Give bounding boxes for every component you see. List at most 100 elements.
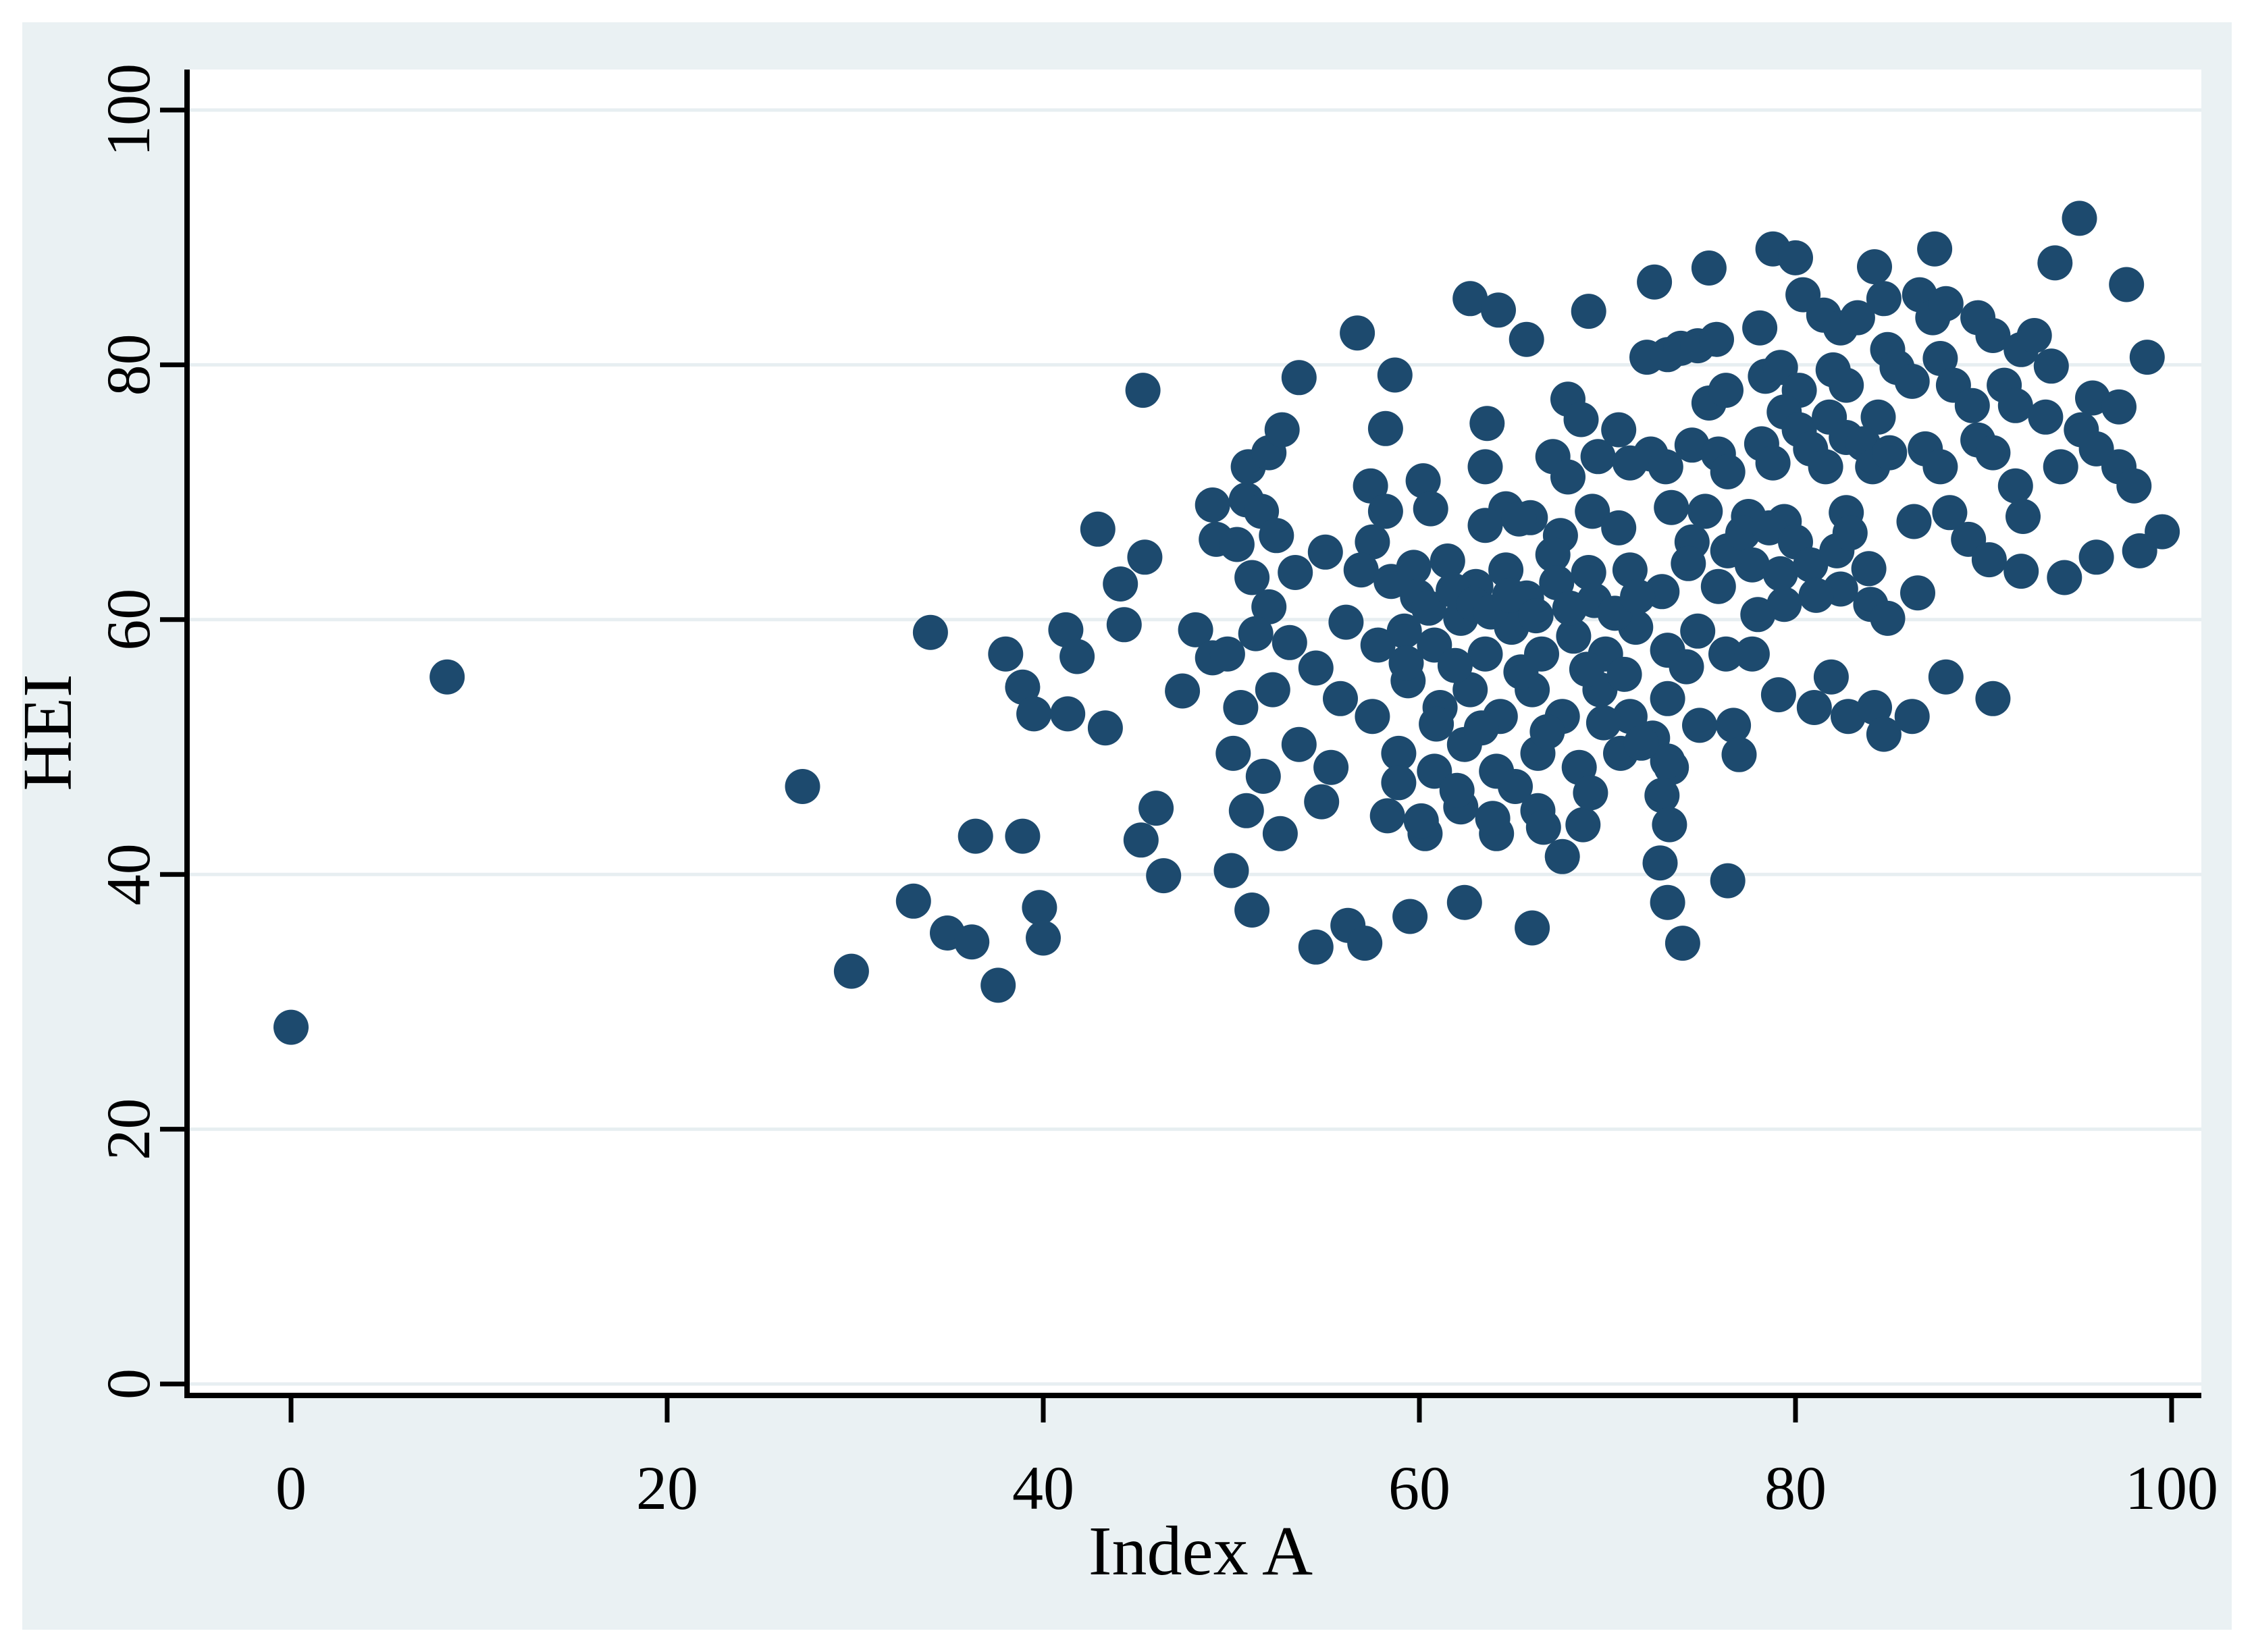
y-tick-label: 60 [94, 589, 163, 651]
y-axis-ticks: 0 20 40 60 80 100 [94, 63, 187, 1400]
data-point [1671, 545, 1706, 581]
data-point [1669, 649, 1704, 685]
y-axis-title: HEI [9, 674, 86, 791]
data-point [1215, 735, 1251, 771]
data-point [273, 1009, 309, 1045]
data-point [1367, 410, 1403, 446]
data-point [1343, 552, 1379, 588]
data-point [1178, 612, 1213, 647]
x-axis-ticks: 0 20 40 60 80 100 [276, 1395, 2218, 1522]
data-point [1866, 716, 1902, 752]
data-point [1369, 798, 1405, 834]
data-point [1340, 315, 1375, 351]
data-point [1571, 555, 1606, 590]
data-point [1026, 920, 1061, 956]
data-point [833, 953, 869, 989]
data-point [1650, 743, 1685, 779]
data-point [1832, 515, 1868, 551]
data-point [1381, 735, 1417, 771]
data-point [1377, 357, 1413, 393]
data-point [1360, 627, 1396, 663]
data-point [1831, 699, 1866, 735]
data-point [1419, 706, 1454, 742]
data-point [1469, 406, 1505, 442]
data-point [1623, 725, 1659, 761]
data-point [1259, 518, 1294, 554]
data-point [1219, 527, 1255, 562]
x-tick-label: 100 [2125, 1454, 2218, 1522]
data-point [1304, 784, 1340, 820]
data-point [1612, 552, 1648, 588]
data-point [1396, 550, 1432, 585]
data-point [912, 614, 948, 650]
data-point [1569, 651, 1604, 687]
data-point [1080, 511, 1116, 547]
data-point [1234, 892, 1270, 928]
data-point [1866, 281, 1902, 317]
data-point [1650, 681, 1685, 716]
data-point [1740, 597, 1776, 633]
data-point [1262, 816, 1298, 851]
data-point [1997, 388, 2033, 423]
data-point [1411, 590, 1446, 626]
data-point [2145, 514, 2180, 550]
data-point [1381, 765, 1417, 801]
data-point [1808, 449, 1843, 485]
data-point [1642, 845, 1678, 881]
data-point [2075, 380, 2110, 416]
data-point [1209, 636, 1245, 672]
data-point [1601, 412, 1637, 448]
data-point [1975, 681, 2011, 716]
data-point [1928, 286, 1964, 321]
data-point [1894, 699, 1930, 735]
data-point [1367, 494, 1403, 529]
data-point [1501, 501, 1537, 537]
data-point [1281, 360, 1317, 396]
data-point [1742, 310, 1778, 346]
data-point [1392, 899, 1428, 934]
data-point [1550, 459, 1585, 495]
data-points [273, 201, 2180, 1045]
data-point [2129, 340, 2165, 375]
data-point [1467, 449, 1503, 485]
data-point [1585, 705, 1621, 741]
data-point [1648, 449, 1683, 485]
data-point [1463, 710, 1499, 746]
data-point [1896, 504, 1932, 539]
data-point [1571, 294, 1606, 329]
data-point [1650, 884, 1685, 920]
data-point [1975, 435, 2011, 471]
data-point [1575, 494, 1610, 529]
data-point [1565, 807, 1601, 843]
data-point [1106, 607, 1142, 643]
y-tick-label: 20 [94, 1098, 163, 1161]
data-point [2003, 554, 2039, 589]
data-point [895, 883, 931, 919]
data-point [1492, 577, 1527, 613]
data-point [1388, 645, 1424, 681]
data-point [1446, 884, 1482, 920]
data-point [2062, 201, 2097, 236]
data-point [1654, 489, 1689, 525]
x-tick-label: 20 [636, 1454, 698, 1522]
data-point [1016, 696, 1052, 732]
data-point [1721, 737, 1757, 772]
data-point [1138, 791, 1174, 826]
data-point [1601, 510, 1637, 545]
data-point [1644, 778, 1680, 814]
data-point [2101, 389, 2137, 425]
data-point [1529, 714, 1565, 749]
data-point [1922, 449, 1958, 485]
data-point [1439, 772, 1475, 808]
data-point [1928, 659, 1964, 695]
data-point [1298, 650, 1334, 686]
data-point [1691, 250, 1727, 286]
data-point [2037, 245, 2073, 281]
data-point [1234, 560, 1270, 595]
data-point [1123, 822, 1159, 858]
data-point [1857, 249, 1892, 285]
data-point [2047, 560, 2082, 595]
data-point [1796, 690, 1832, 725]
data-point [1680, 613, 1716, 649]
